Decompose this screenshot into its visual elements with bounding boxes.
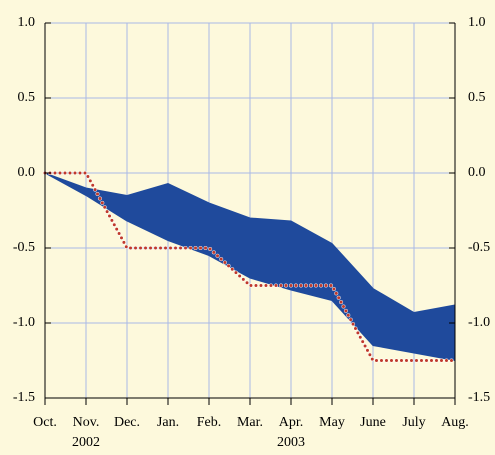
y2-tick-label: 0.0 — [468, 165, 486, 180]
year-label: 2002 — [72, 435, 100, 450]
y-tick-label: -0.5 — [13, 240, 35, 255]
year-label: 2003 — [277, 435, 305, 450]
x-tick-label: July — [402, 415, 425, 430]
y-tick-label: -1.5 — [13, 390, 35, 405]
x-tick-label: June — [360, 415, 386, 430]
y2-tick-label: -1.5 — [468, 390, 490, 405]
x-tick-label: Dec. — [114, 415, 140, 430]
y2-tick-label: -0.5 — [468, 240, 490, 255]
x-tick-label: Aug. — [441, 415, 469, 430]
x-tick-label: Nov. — [73, 415, 100, 430]
y-tick-label: 1.0 — [18, 15, 36, 30]
dotted-line — [43, 171, 457, 362]
y-tick-label: 0.5 — [18, 90, 36, 105]
x-tick-label: Feb. — [197, 415, 222, 430]
y2-tick-label: 1.0 — [468, 15, 486, 30]
x-tick-label: May — [319, 415, 345, 430]
x-tick-label: Jan. — [157, 415, 179, 430]
y-tick-label: -1.0 — [13, 315, 35, 330]
x-tick-label: Apr. — [279, 415, 304, 430]
x-tick-label: Mar. — [237, 415, 263, 430]
x-tick-label: Oct. — [33, 415, 57, 430]
y2-tick-label: 0.5 — [468, 90, 486, 105]
y-tick-label: 0.0 — [18, 165, 36, 180]
y2-tick-label: -1.0 — [468, 315, 490, 330]
